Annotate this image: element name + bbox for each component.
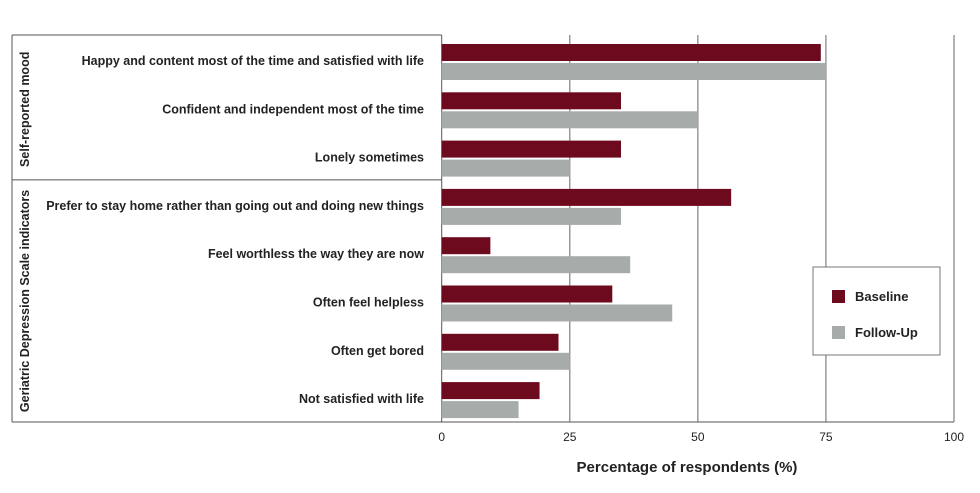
category-label: Happy and content most of the time and s… xyxy=(82,54,424,68)
category-label: Lonely sometimes xyxy=(315,151,424,165)
x-tick-label: 75 xyxy=(819,430,833,444)
x-tick-label: 25 xyxy=(563,430,577,444)
bar-follow-up xyxy=(441,63,826,80)
bar-follow-up xyxy=(441,111,698,129)
bar-follow-up xyxy=(441,256,631,274)
category-label: Confident and independent most of the ti… xyxy=(162,102,424,116)
legend-label: Follow-Up xyxy=(855,325,918,340)
legend-label: Baseline xyxy=(855,289,908,304)
category-label: Prefer to stay home rather than going ou… xyxy=(46,199,424,213)
bar-baseline xyxy=(441,44,821,61)
x-tick-label: 50 xyxy=(691,430,705,444)
legend-swatch xyxy=(832,326,845,339)
category-label: Often get bored xyxy=(331,344,424,358)
category-label: Not satisfied with life xyxy=(299,392,424,406)
bar-baseline xyxy=(441,140,622,158)
bar-follow-up xyxy=(441,207,622,225)
bar-follow-up xyxy=(441,401,519,419)
bar-follow-up xyxy=(441,304,673,322)
bar-baseline xyxy=(441,237,491,255)
legend-swatch xyxy=(832,290,845,303)
category-label: Often feel helpless xyxy=(313,296,424,310)
category-label: Feel worthless the way they are now xyxy=(208,247,424,261)
x-axis-label: Percentage of respondents (%) xyxy=(577,459,798,476)
bar-follow-up xyxy=(441,159,570,177)
x-tick-label: 0 xyxy=(438,430,445,444)
legend xyxy=(812,266,941,356)
bar-baseline xyxy=(441,188,732,206)
x-tick-label: 100 xyxy=(944,430,964,444)
bar-baseline xyxy=(441,285,613,303)
group-label: Geriatric Depression Scale indicators xyxy=(18,190,32,412)
bar-baseline xyxy=(441,382,540,400)
bar-follow-up xyxy=(441,352,570,370)
group-label: Self-reported mood xyxy=(18,52,32,167)
bar-baseline xyxy=(441,92,622,110)
bar-baseline xyxy=(441,333,559,351)
